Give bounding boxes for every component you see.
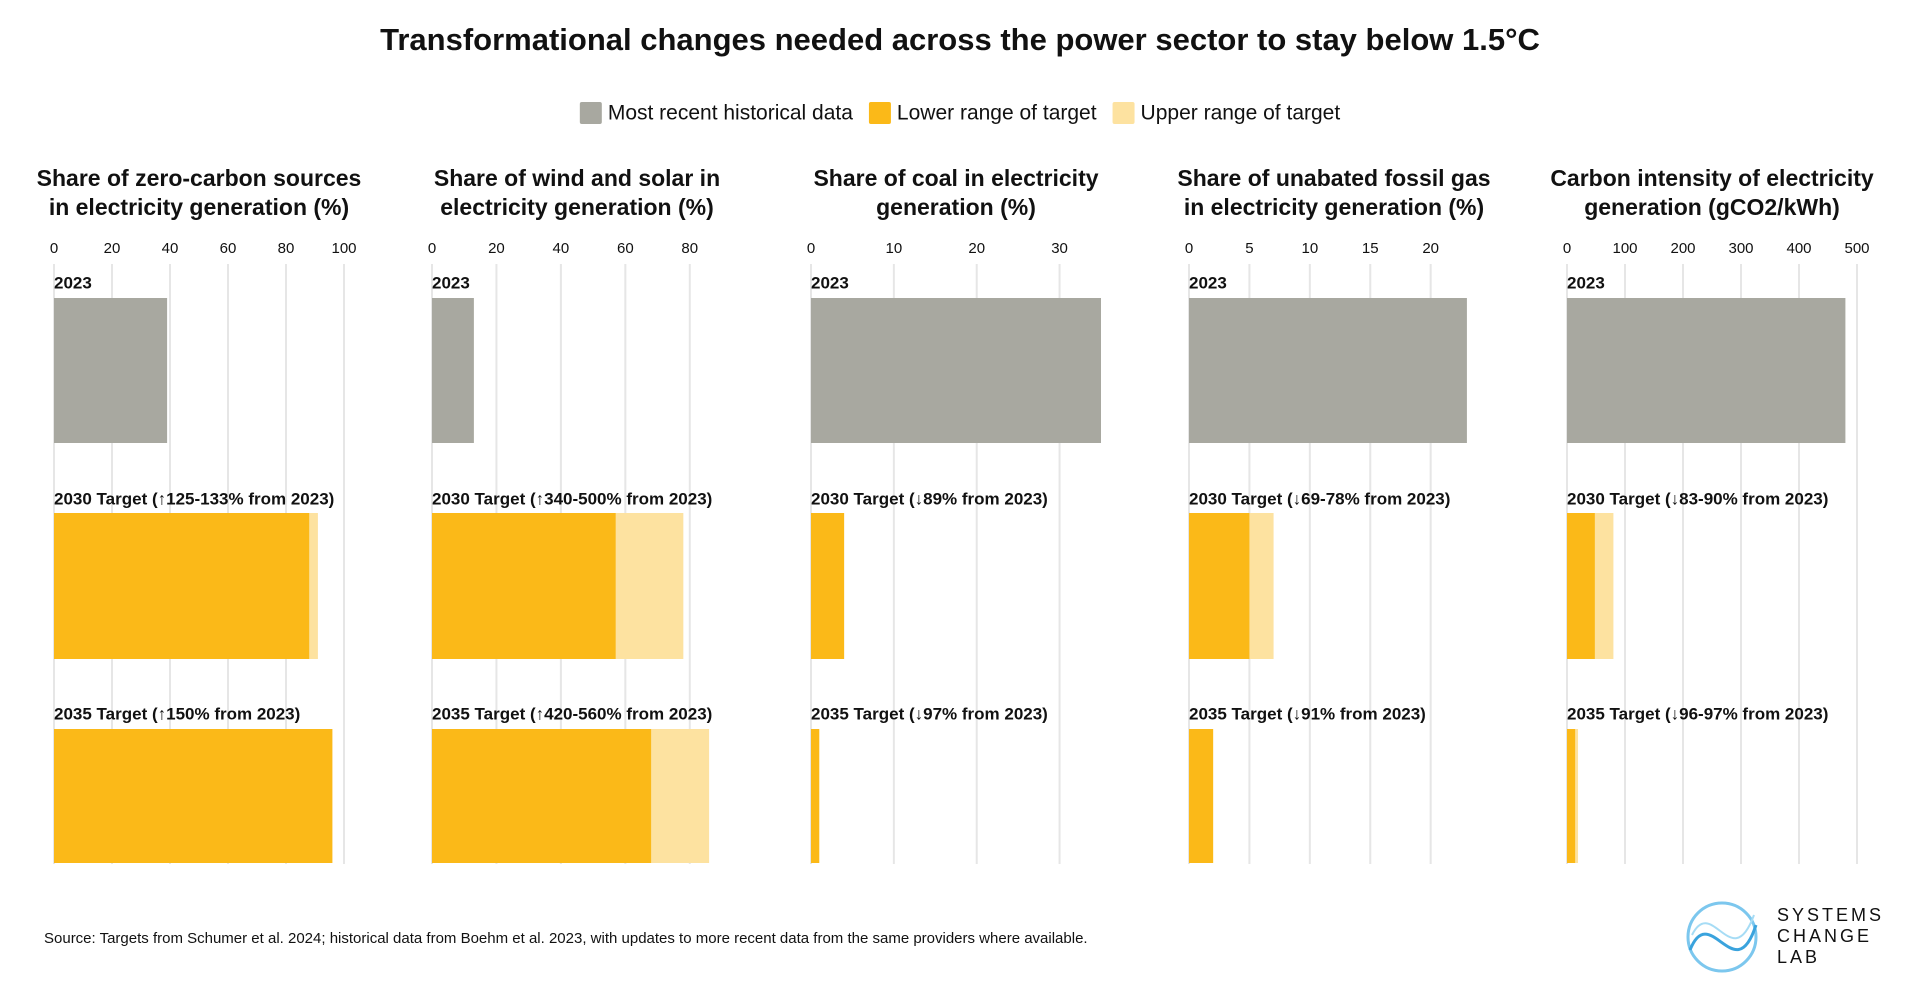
legend-label: Upper range of target [1141, 102, 1341, 125]
logo-text: LAB [1777, 947, 1820, 967]
category-label: 2030 Target (↓83-90% from 2023) [1567, 489, 1828, 508]
bar [432, 298, 474, 443]
x-tick-label: 20 [104, 240, 121, 257]
bar [432, 513, 616, 659]
x-tick-label: 5 [1245, 240, 1253, 257]
bar [432, 729, 652, 863]
bar [811, 729, 820, 863]
panel-title: Share of unabated fossil gas [1177, 165, 1490, 191]
x-tick-label: 40 [162, 240, 179, 257]
x-tick-label: 80 [278, 240, 295, 257]
x-tick-label: 100 [331, 240, 356, 257]
bar [54, 729, 333, 863]
logo: SYSTEMS CHANGE LAB [1686, 901, 1884, 973]
x-tick-label: 200 [1670, 240, 1695, 257]
panel-title: electricity generation (%) [440, 194, 714, 220]
x-tick-label: 300 [1728, 240, 1753, 257]
panel-title: Carbon intensity of electricity [1550, 165, 1874, 191]
x-tick-label: 0 [1185, 240, 1193, 257]
x-tick-label: 30 [1051, 240, 1068, 257]
x-tick-label: 10 [1301, 240, 1318, 257]
category-label: 2023 [432, 273, 470, 292]
legend-swatch [868, 102, 891, 124]
logo-wave [1691, 914, 1755, 940]
category-label: 2030 Target (↓69-78% from 2023) [1189, 489, 1450, 508]
x-tick-label: 0 [50, 240, 58, 257]
bar [54, 513, 310, 659]
category-label: 2035 Target (↓96-97% from 2023) [1567, 704, 1828, 723]
category-label: 2035 Target (↑420-560% from 2023) [432, 704, 712, 723]
x-tick-label: 20 [1422, 240, 1439, 257]
panel-title: Share of zero-carbon sources [37, 165, 362, 191]
logo-wave [1688, 924, 1758, 952]
category-label: 2030 Target (↓89% from 2023) [811, 489, 1048, 508]
x-tick-label: 100 [1612, 240, 1637, 257]
logo-text: SYSTEMS [1777, 905, 1884, 925]
logo-text: CHANGE [1777, 926, 1872, 946]
bar [1189, 298, 1467, 443]
x-tick-label: 0 [807, 240, 815, 257]
category-label: 2030 Target (↑125-133% from 2023) [54, 489, 334, 508]
x-tick-label: 10 [886, 240, 903, 257]
panel-title: in electricity generation (%) [1184, 194, 1484, 220]
x-tick-label: 0 [1563, 240, 1571, 257]
legend-label: Lower range of target [897, 102, 1097, 125]
bar [54, 298, 168, 443]
x-tick-label: 0 [428, 240, 436, 257]
source-note: Source: Targets from Schumer et al. 2024… [44, 930, 1088, 947]
bar [811, 298, 1101, 443]
panel-title: generation (gCO2/kWh) [1584, 194, 1840, 220]
bar [1567, 729, 1576, 863]
category-label: 2030 Target (↑340-500% from 2023) [432, 489, 712, 508]
bar [1567, 298, 1846, 443]
logo-circle [1686, 901, 1758, 973]
bar [811, 513, 845, 659]
x-tick-label: 80 [681, 240, 698, 257]
x-tick-label: 60 [617, 240, 634, 257]
category-label: 2023 [1189, 273, 1227, 292]
legend-swatch [579, 102, 602, 124]
category-label: 2023 [54, 273, 92, 292]
x-tick-label: 40 [553, 240, 570, 257]
category-label: 2035 Target (↑150% from 2023) [54, 704, 300, 723]
bar [1189, 729, 1214, 863]
category-label: 2035 Target (↓97% from 2023) [811, 704, 1048, 723]
x-tick-label: 20 [488, 240, 505, 257]
panel-title: Share of wind and solar in [434, 165, 720, 191]
panel-title: generation (%) [876, 194, 1036, 220]
category-label: 2023 [1567, 273, 1605, 292]
panel-title: in electricity generation (%) [49, 194, 349, 220]
panel-title: Share of coal in electricity [813, 165, 1098, 191]
bar [1567, 513, 1595, 659]
legend-swatch [1112, 102, 1135, 124]
legend-label: Most recent historical data [608, 102, 853, 125]
legend: Most recent historical data Lower range o… [579, 102, 1341, 125]
x-tick-label: 60 [220, 240, 237, 257]
x-tick-label: 20 [968, 240, 985, 257]
x-tick-label: 500 [1844, 240, 1869, 257]
chart-title: Transformational changes needed across t… [380, 22, 1540, 57]
x-tick-label: 15 [1362, 240, 1379, 257]
category-label: 2023 [811, 273, 849, 292]
x-tick-label: 400 [1786, 240, 1811, 257]
category-label: 2035 Target (↓91% from 2023) [1189, 704, 1426, 723]
bar [1189, 513, 1250, 659]
